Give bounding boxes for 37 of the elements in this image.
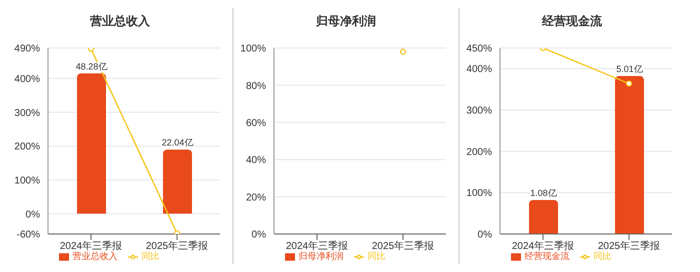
y-tick-label: 300% [466, 106, 492, 117]
y-tick-label: 20% [246, 192, 266, 204]
y-tick-label: 80% [246, 80, 266, 92]
x-tick-label: 2024年三季报 [286, 240, 348, 252]
y-tick-label: 100% [14, 175, 40, 186]
y-tick-label: 400% [14, 74, 40, 85]
data-label: 22.04亿 [162, 138, 194, 148]
x-tick-label: 2025年三季报 [598, 240, 660, 252]
y-tick-label: 300% [14, 108, 40, 119]
y-tick-label: 100% [466, 188, 492, 200]
legend-label: 归母净利润 [298, 251, 344, 261]
x-tick-label: 2025年三季报 [146, 240, 208, 252]
y-tick-label: 400% [466, 64, 492, 76]
y-tick-label: 200% [466, 146, 492, 158]
legend-label: 同比 [594, 251, 612, 261]
y-tick-label: 450% [466, 44, 492, 55]
x-tick-label: 2024年三季报 [512, 240, 574, 252]
chart-title: 营业总收入 [89, 13, 151, 30]
legend-label: 同比 [368, 251, 386, 261]
y-tick-label: 490% [14, 44, 40, 55]
legend-label: 营业总收入 [72, 251, 118, 261]
y-tick-label: 0% [252, 230, 266, 241]
y-tick-label: 0% [478, 230, 492, 241]
legend-label: 经营现金流 [524, 251, 570, 261]
data-label: 5.01亿 [616, 64, 643, 74]
data-label: 1.08亿 [530, 188, 557, 198]
x-tick-label: 2024年三季报 [60, 240, 122, 252]
y-tick-label: 0% [26, 209, 40, 220]
y-tick-label: 200% [14, 142, 40, 153]
chart-title: 经营现金流 [540, 13, 603, 30]
x-tick-label: 2025年三季报 [372, 240, 434, 252]
y-tick-label: 100% [240, 44, 266, 55]
chart-title: 归母净利润 [315, 13, 377, 30]
y-tick-label: 40% [246, 155, 266, 166]
y-tick-label: 60% [246, 118, 266, 129]
y-tick-label: -60% [16, 230, 40, 241]
legend-label: 同比 [142, 251, 160, 261]
